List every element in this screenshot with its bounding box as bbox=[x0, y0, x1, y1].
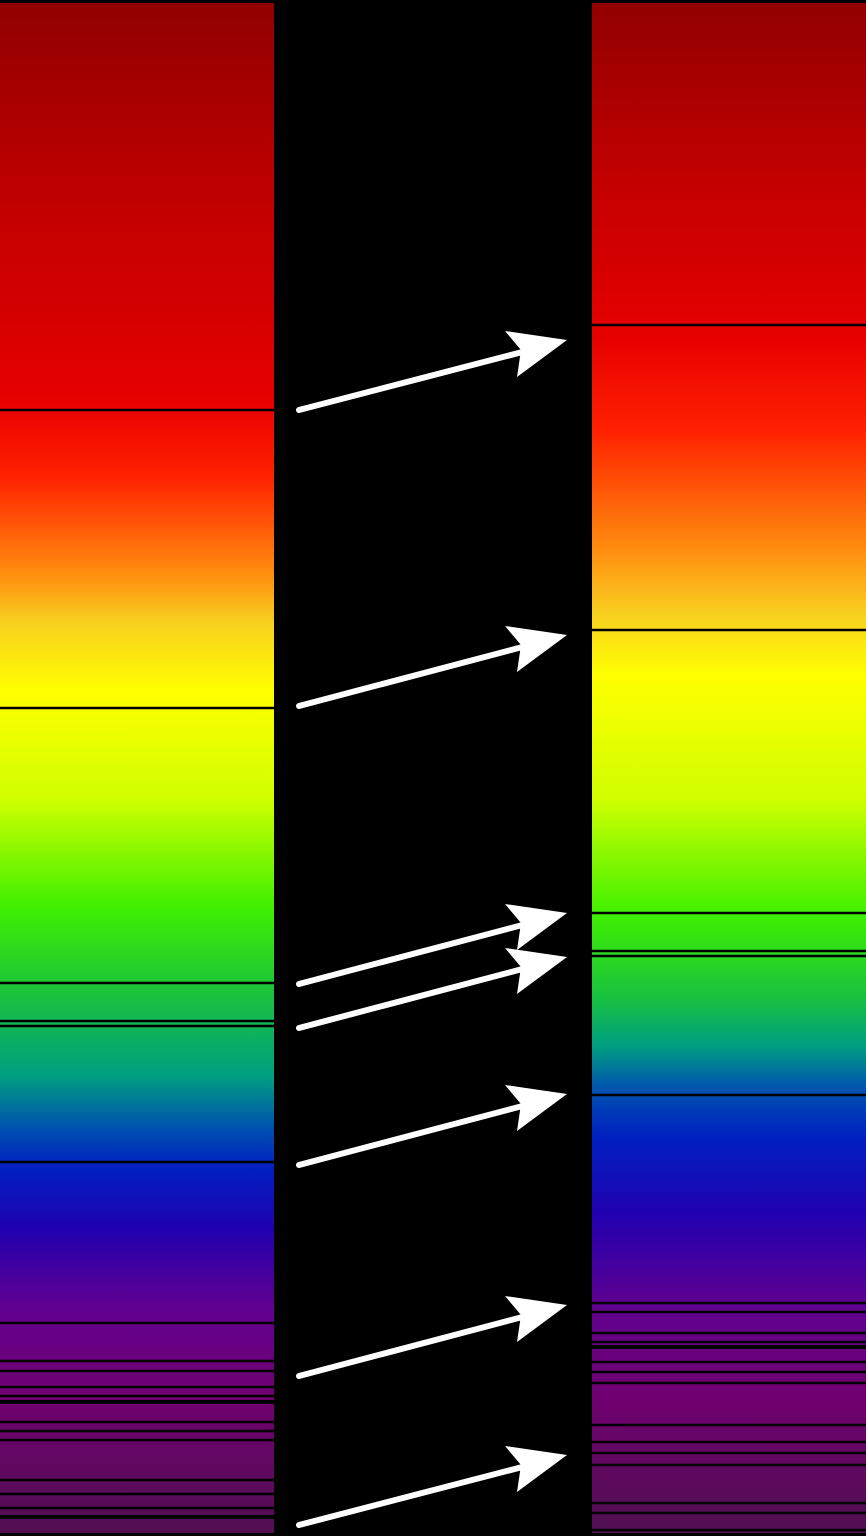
absorption-line bbox=[0, 1385, 274, 1389]
absorption-line bbox=[592, 1463, 866, 1467]
arrow-icon bbox=[296, 1296, 567, 1379]
absorption-line bbox=[592, 1301, 866, 1305]
absorption-line bbox=[592, 1345, 866, 1349]
absorption-line bbox=[592, 1528, 866, 1532]
absorption-line bbox=[0, 1024, 274, 1028]
arrow-icon bbox=[296, 626, 567, 709]
absorption-line bbox=[592, 954, 866, 958]
absorption-line bbox=[0, 1492, 274, 1496]
arrow-icon bbox=[296, 948, 567, 1031]
absorption-line bbox=[0, 1019, 274, 1023]
absorption-line bbox=[592, 323, 866, 327]
arrow-icon bbox=[296, 331, 567, 413]
absorption-line bbox=[0, 1515, 274, 1519]
absorption-line bbox=[592, 1093, 866, 1097]
absorption-line bbox=[592, 1310, 866, 1314]
rest-absorption-lines bbox=[0, 408, 274, 1519]
absorption-line bbox=[0, 1438, 274, 1442]
arrow-icon bbox=[296, 904, 567, 987]
arrow-icon bbox=[296, 1085, 567, 1168]
absorption-line bbox=[0, 1506, 274, 1510]
absorption-line bbox=[592, 1501, 866, 1505]
absorption-line bbox=[592, 1340, 866, 1344]
absorption-line bbox=[592, 628, 866, 632]
absorption-line bbox=[0, 1400, 274, 1404]
redshifted-absorption-lines bbox=[592, 323, 866, 1532]
arrow-icon bbox=[296, 1446, 567, 1528]
absorption-line bbox=[592, 1331, 866, 1335]
absorption-line bbox=[592, 911, 866, 915]
absorption-line bbox=[592, 949, 866, 953]
absorption-line bbox=[0, 1369, 274, 1373]
rest-spectrum bbox=[0, 3, 274, 1533]
absorption-line bbox=[592, 1451, 866, 1455]
absorption-line bbox=[0, 981, 274, 985]
absorption-line bbox=[0, 408, 274, 412]
absorption-line bbox=[0, 1394, 274, 1398]
absorption-line bbox=[592, 1511, 866, 1515]
absorption-line bbox=[592, 1381, 866, 1385]
absorption-line bbox=[0, 1429, 274, 1433]
shift-arrows bbox=[296, 331, 567, 1528]
absorption-line bbox=[592, 1423, 866, 1427]
absorption-line bbox=[0, 1321, 274, 1325]
absorption-line bbox=[0, 706, 274, 710]
absorption-line bbox=[592, 1360, 866, 1364]
absorption-line bbox=[592, 1370, 866, 1374]
redshifted-spectrum bbox=[592, 3, 866, 1533]
absorption-line bbox=[0, 1359, 274, 1363]
absorption-line bbox=[592, 1440, 866, 1444]
absorption-line bbox=[0, 1478, 274, 1482]
absorption-line bbox=[0, 1160, 274, 1164]
absorption-line bbox=[0, 1420, 274, 1424]
